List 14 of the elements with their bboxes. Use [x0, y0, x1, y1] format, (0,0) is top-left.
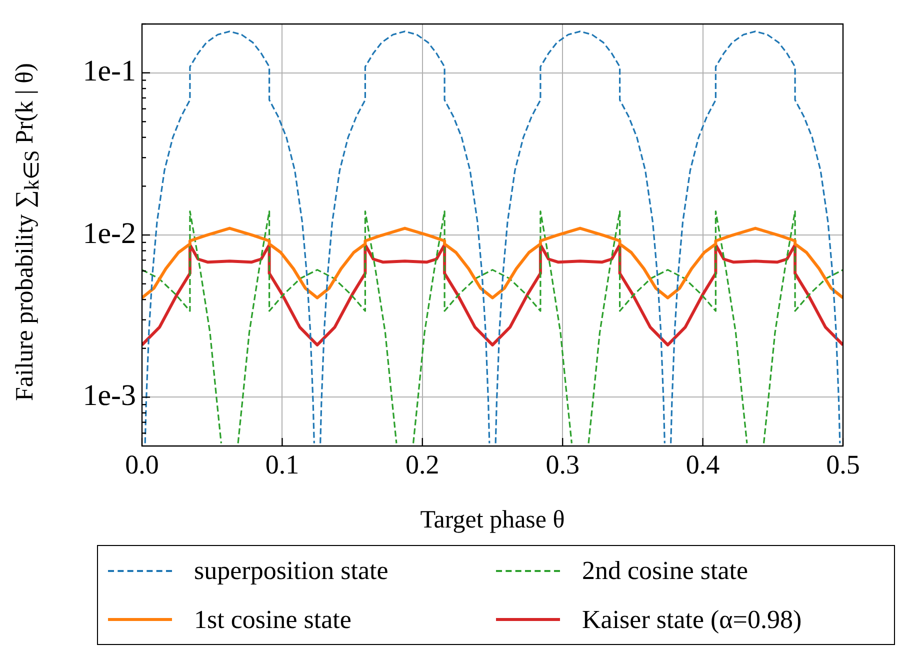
x-tick-label: 0.0: [125, 449, 159, 480]
x-tick-label: 0.1: [265, 449, 300, 480]
y-tick-label: 1e-3: [82, 379, 136, 412]
x-tick-label: 0.4: [686, 449, 720, 480]
legend-label: superposition state: [194, 556, 388, 586]
x-tick-label: 0.3: [546, 449, 580, 480]
x-tick-label: 0.5: [826, 449, 860, 480]
legend-label: 2nd cosine state: [582, 556, 748, 586]
legend-label: 1st cosine state: [194, 604, 352, 634]
y-tick-label: 1e-1: [82, 54, 136, 88]
y-tick-label: 1e-2: [82, 216, 136, 250]
x-axis-title: Target phase θ: [420, 506, 565, 534]
x-tick-label: 0.2: [406, 449, 440, 480]
legend-label: Kaiser state (α=0.98): [582, 604, 802, 634]
